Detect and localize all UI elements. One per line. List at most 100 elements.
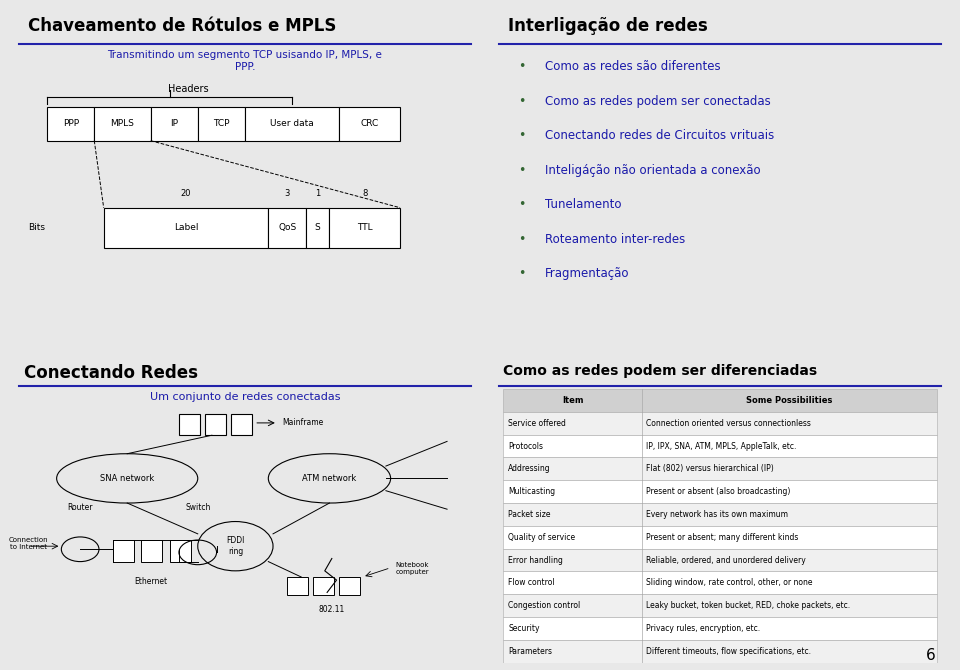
Text: Um conjunto de redes conectadas: Um conjunto de redes conectadas bbox=[150, 392, 340, 402]
FancyBboxPatch shape bbox=[306, 208, 329, 248]
FancyBboxPatch shape bbox=[503, 412, 937, 435]
Text: 20: 20 bbox=[180, 189, 191, 198]
FancyBboxPatch shape bbox=[313, 577, 334, 596]
Text: Present or absent (also broadcasting): Present or absent (also broadcasting) bbox=[646, 487, 791, 496]
Text: Roteamento inter-redes: Roteamento inter-redes bbox=[545, 233, 685, 246]
FancyBboxPatch shape bbox=[503, 458, 937, 480]
Text: Congestion control: Congestion control bbox=[508, 601, 580, 610]
Text: •: • bbox=[518, 198, 525, 211]
Text: Some Possibilities: Some Possibilities bbox=[746, 396, 832, 405]
Text: Privacy rules, encryption, etc.: Privacy rules, encryption, etc. bbox=[646, 624, 760, 633]
Text: SNA network: SNA network bbox=[100, 474, 155, 483]
FancyBboxPatch shape bbox=[503, 663, 937, 670]
Text: Service offered: Service offered bbox=[508, 419, 565, 427]
Text: •: • bbox=[518, 267, 525, 280]
Text: Sliding window, rate control, other, or none: Sliding window, rate control, other, or … bbox=[646, 578, 813, 588]
Text: Different timeouts, flow specifications, etc.: Different timeouts, flow specifications,… bbox=[646, 647, 811, 656]
FancyBboxPatch shape bbox=[141, 540, 162, 561]
FancyBboxPatch shape bbox=[503, 389, 937, 412]
Text: Leaky bucket, token bucket, RED, choke packets, etc.: Leaky bucket, token bucket, RED, choke p… bbox=[646, 601, 851, 610]
FancyBboxPatch shape bbox=[329, 208, 400, 248]
Text: MPLS: MPLS bbox=[110, 119, 134, 129]
Text: TTL: TTL bbox=[357, 223, 372, 232]
Text: Flat (802) versus hierarchical (IP): Flat (802) versus hierarchical (IP) bbox=[646, 464, 774, 473]
Text: Error handling: Error handling bbox=[508, 555, 563, 565]
Text: Switch: Switch bbox=[185, 503, 210, 513]
Text: Transmitindo um segmento TCP usisando IP, MPLS, e
PPP.: Transmitindo um segmento TCP usisando IP… bbox=[108, 50, 382, 72]
Text: Addressing: Addressing bbox=[508, 464, 551, 473]
Text: Conectando Redes: Conectando Redes bbox=[24, 364, 198, 383]
FancyBboxPatch shape bbox=[151, 107, 198, 141]
Text: 3: 3 bbox=[284, 189, 290, 198]
Text: Flow control: Flow control bbox=[508, 578, 555, 588]
Text: Tunelamento: Tunelamento bbox=[545, 198, 621, 211]
FancyBboxPatch shape bbox=[503, 503, 937, 526]
Text: IP: IP bbox=[170, 119, 179, 129]
Text: •: • bbox=[518, 233, 525, 246]
Text: •: • bbox=[518, 95, 525, 108]
Text: Ethernet: Ethernet bbox=[134, 577, 167, 586]
Text: 802.11: 802.11 bbox=[319, 605, 345, 614]
Text: QoS: QoS bbox=[278, 223, 297, 232]
FancyBboxPatch shape bbox=[204, 413, 226, 436]
Text: •: • bbox=[518, 129, 525, 142]
Text: Conectando redes de Circuitos vrituais: Conectando redes de Circuitos vrituais bbox=[545, 129, 774, 142]
FancyBboxPatch shape bbox=[503, 617, 937, 640]
Text: 1: 1 bbox=[315, 189, 321, 198]
Text: Como as redes são diferentes: Como as redes são diferentes bbox=[545, 60, 721, 73]
FancyBboxPatch shape bbox=[503, 435, 937, 458]
FancyBboxPatch shape bbox=[170, 540, 191, 561]
Text: Bits: Bits bbox=[29, 223, 45, 232]
FancyBboxPatch shape bbox=[198, 107, 245, 141]
Text: Packet size: Packet size bbox=[508, 510, 550, 519]
Text: Chaveamento de Rótulos e MPLS: Chaveamento de Rótulos e MPLS bbox=[29, 17, 337, 35]
Text: IP, IPX, SNA, ATM, MPLS, AppleTalk, etc.: IP, IPX, SNA, ATM, MPLS, AppleTalk, etc. bbox=[646, 442, 797, 450]
Text: PPP: PPP bbox=[62, 119, 79, 129]
FancyBboxPatch shape bbox=[104, 208, 269, 248]
Text: Every network has its own maximum: Every network has its own maximum bbox=[646, 510, 788, 519]
Text: 8: 8 bbox=[362, 189, 368, 198]
Text: Present or absent; many different kinds: Present or absent; many different kinds bbox=[646, 533, 799, 542]
Text: S: S bbox=[315, 223, 321, 232]
Text: Protocols: Protocols bbox=[508, 442, 543, 450]
FancyBboxPatch shape bbox=[47, 107, 94, 141]
FancyBboxPatch shape bbox=[230, 413, 252, 436]
Text: Label: Label bbox=[174, 223, 199, 232]
Text: Item: Item bbox=[562, 396, 584, 405]
Text: Como as redes podem ser conectadas: Como as redes podem ser conectadas bbox=[545, 95, 771, 108]
Text: FDDI
ring: FDDI ring bbox=[227, 537, 245, 556]
FancyBboxPatch shape bbox=[503, 640, 937, 663]
FancyBboxPatch shape bbox=[245, 107, 339, 141]
FancyBboxPatch shape bbox=[269, 208, 306, 248]
Text: Interligação de redes: Interligação de redes bbox=[508, 17, 708, 35]
Text: •: • bbox=[518, 60, 525, 73]
Text: Security: Security bbox=[508, 624, 540, 633]
FancyBboxPatch shape bbox=[503, 526, 937, 549]
Text: Router: Router bbox=[67, 503, 93, 513]
Text: Parameters: Parameters bbox=[508, 647, 552, 656]
Text: Connection
to Internet: Connection to Internet bbox=[9, 537, 48, 550]
Text: CRC: CRC bbox=[360, 119, 378, 129]
FancyBboxPatch shape bbox=[113, 540, 134, 561]
Text: 6: 6 bbox=[926, 649, 936, 663]
Text: Notebook
computer: Notebook computer bbox=[396, 561, 429, 575]
Text: ATM network: ATM network bbox=[302, 474, 356, 483]
Text: Mainframe: Mainframe bbox=[282, 418, 324, 427]
FancyBboxPatch shape bbox=[503, 480, 937, 503]
FancyBboxPatch shape bbox=[287, 577, 308, 596]
FancyBboxPatch shape bbox=[339, 107, 400, 141]
FancyBboxPatch shape bbox=[339, 577, 360, 596]
Text: TCP: TCP bbox=[213, 119, 229, 129]
Text: Quality of service: Quality of service bbox=[508, 533, 575, 542]
Text: Como as redes podem ser diferenciadas: Como as redes podem ser diferenciadas bbox=[503, 364, 818, 379]
FancyBboxPatch shape bbox=[503, 572, 937, 594]
FancyBboxPatch shape bbox=[503, 549, 937, 572]
FancyBboxPatch shape bbox=[503, 594, 937, 617]
FancyBboxPatch shape bbox=[94, 107, 151, 141]
FancyBboxPatch shape bbox=[179, 413, 200, 436]
Text: User data: User data bbox=[270, 119, 314, 129]
Text: Headers: Headers bbox=[168, 84, 208, 94]
Text: Fragmentação: Fragmentação bbox=[545, 267, 630, 280]
Text: •: • bbox=[518, 164, 525, 177]
Text: Reliable, ordered, and unordered delivery: Reliable, ordered, and unordered deliver… bbox=[646, 555, 806, 565]
